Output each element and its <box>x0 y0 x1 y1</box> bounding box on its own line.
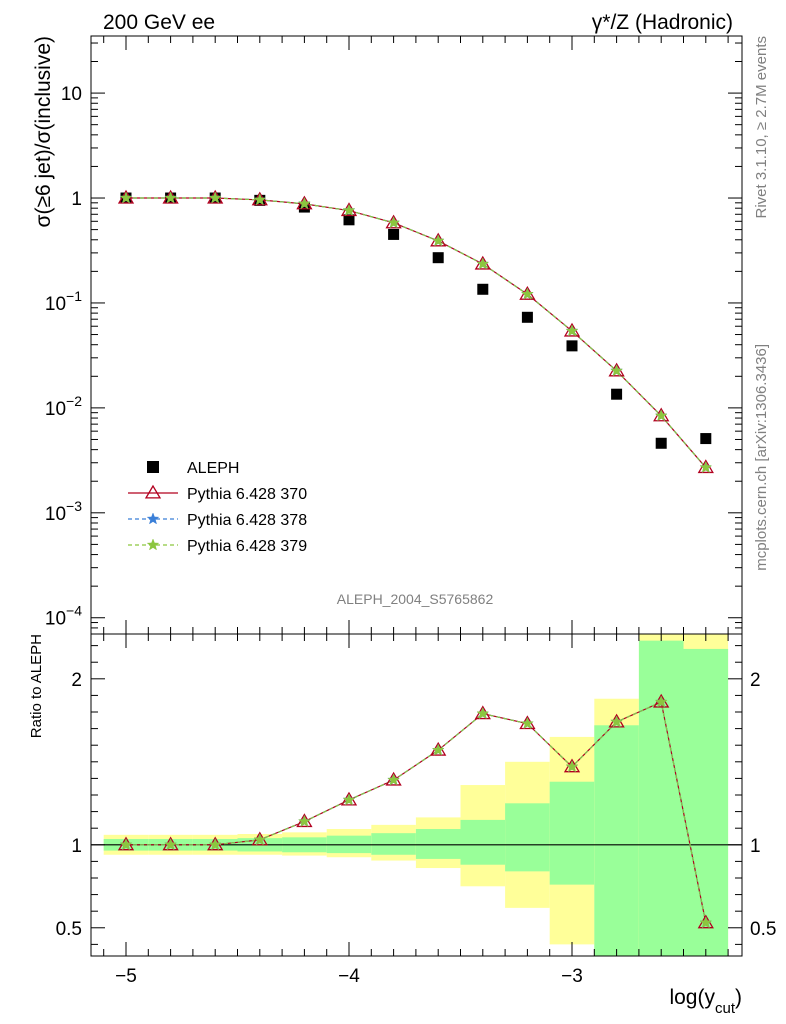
ratio-series-point-2 <box>119 838 133 851</box>
ratio-band-green <box>683 648 729 956</box>
legend-label: Pythia 6.428 370 <box>187 486 307 503</box>
ratio-band-green <box>594 725 639 956</box>
main-series-point-3 <box>342 203 356 216</box>
aleph-data-point <box>343 214 355 226</box>
legend-label: Pythia 6.428 379 <box>187 538 307 555</box>
main-y-tick-label: 1 <box>71 189 82 210</box>
ratio-series-point-2 <box>208 838 222 851</box>
aleph-data-point <box>521 311 533 323</box>
ratio-series-point-2 <box>699 916 713 929</box>
main-y-tick-label: 10−2 <box>45 393 82 420</box>
main-y-tick-label: 10−3 <box>45 498 82 525</box>
main-series-point-3 <box>431 234 445 247</box>
ratio-y-axis-title: Ratio to ALEPH <box>28 634 45 738</box>
ratio-series-point-2 <box>431 743 445 756</box>
ratio-band-green <box>549 781 595 885</box>
main-series-point-3 <box>476 257 490 270</box>
main-series-point-3 <box>119 191 133 204</box>
aleph-data-point <box>655 437 667 449</box>
ratio-series-point-2 <box>565 760 579 773</box>
main-series-line-3 <box>126 197 707 468</box>
main-series-point-3 <box>208 191 222 204</box>
aleph-data-point <box>477 283 489 295</box>
ratio-plot-area: −5 −4 −3 0.5 0.5 1 1 2 2 <box>56 634 776 987</box>
main-y-axis-title: σ(≥6 jet)/σ(inclusive) <box>32 36 55 227</box>
main-series-point-3 <box>610 364 623 377</box>
ratio-series-point-2 <box>476 706 490 720</box>
main-series-point-3 <box>387 216 400 229</box>
x-axis-title: log(ycut) <box>669 986 742 1017</box>
legend-marker-triangle <box>144 484 162 499</box>
ratio-band-green <box>638 640 684 956</box>
aleph-data-point <box>700 433 712 445</box>
ratio-series-line-0 <box>126 701 707 923</box>
main-y-tick-label: 10 <box>61 84 82 105</box>
ratio-y-tick-label-right: 1 <box>750 836 761 857</box>
main-series-point-3 <box>253 193 267 206</box>
ratio-series-point-2 <box>521 716 534 730</box>
main-series-point-3 <box>298 197 311 210</box>
legend-label: Pythia 6.428 378 <box>187 512 307 529</box>
ratio-band-green <box>415 829 461 859</box>
ratio-y-tick-label-left: 0.5 <box>56 919 82 940</box>
main-plot-area: 10−4 10−3 10−2 10−1 1 10 <box>45 36 742 635</box>
legend-marker-aleph <box>147 461 159 473</box>
ratio-band-green <box>371 833 416 855</box>
x-tick-label: −4 <box>338 966 360 987</box>
ratio-series-point-2 <box>387 773 400 786</box>
ratio-band-green <box>460 819 506 865</box>
rivet-version-label: Rivet 3.1.10, ≥ 2.7M events <box>753 36 770 219</box>
main-series-point-3 <box>164 191 177 204</box>
ratio-uncertainty-bands <box>91 634 742 956</box>
main-series-point-3 <box>565 324 579 337</box>
ratio-series-point-2 <box>342 793 356 806</box>
legend: ALEPH Pythia 6.428 370 Pythia 6.428 378 Pyt… <box>128 460 307 555</box>
legend-label: ALEPH <box>187 460 239 477</box>
analysis-label: ALEPH_2004_S5765862 <box>337 591 494 607</box>
ratio-series-point-2 <box>654 695 668 708</box>
main-series-point-3 <box>654 409 668 422</box>
x-tick-label: −3 <box>561 966 583 987</box>
mcplots-label: mcplots.cern.ch [arXiv:1306.3436] <box>753 344 770 571</box>
main-y-tick-label: 10−1 <box>45 288 82 315</box>
aleph-data-point <box>388 228 400 240</box>
main-series-line-2 <box>126 197 707 468</box>
aleph-data-point <box>611 388 623 400</box>
main-series-point-3 <box>521 287 534 300</box>
aleph-data-point <box>566 340 578 352</box>
legend-marker-star <box>146 538 160 551</box>
ratio-series-point-2 <box>164 838 177 851</box>
ratio-series-point-2 <box>298 814 311 827</box>
ratio-y-tick-label-right: 2 <box>750 670 761 691</box>
header-left-label: 200 GeV ee <box>103 11 215 34</box>
ratio-plot-frame <box>90 633 743 957</box>
legend-marker-star <box>146 512 160 525</box>
ratio-y-tick-label-left: 2 <box>71 670 82 691</box>
main-series-line-1 <box>126 197 707 468</box>
main-series-point-3 <box>699 460 713 473</box>
main-y-tick-label: 10−4 <box>45 603 82 630</box>
ratio-series-point-2 <box>253 833 267 846</box>
ratio-series-point-2 <box>610 715 623 728</box>
ratio-band-green <box>505 803 550 872</box>
ratio-y-tick-label-left: 1 <box>71 836 82 857</box>
aleph-data-point <box>298 201 310 213</box>
header-right-label: γ*/Z (Hadronic) <box>592 11 733 34</box>
aleph-data-point <box>432 252 444 264</box>
ratio-y-tick-label-right: 0.5 <box>750 919 776 940</box>
x-tick-label: −5 <box>115 966 137 987</box>
